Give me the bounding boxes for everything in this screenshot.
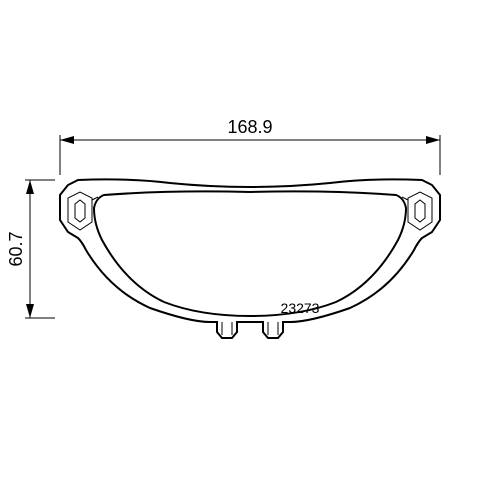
height-value: 60.7 xyxy=(6,231,26,266)
left-mounting-hole xyxy=(68,192,92,230)
width-value: 168.9 xyxy=(227,117,272,137)
width-dimension: 168.9 xyxy=(60,117,440,175)
part-number: 23273 xyxy=(281,300,320,316)
height-dimension: 60.7 xyxy=(6,180,55,318)
brake-pad-outline xyxy=(60,179,440,338)
right-mounting-hole xyxy=(408,192,432,230)
drawing-svg: 168.9 60.7 xyxy=(0,0,500,500)
technical-drawing: 168.9 60.7 xyxy=(0,0,500,500)
